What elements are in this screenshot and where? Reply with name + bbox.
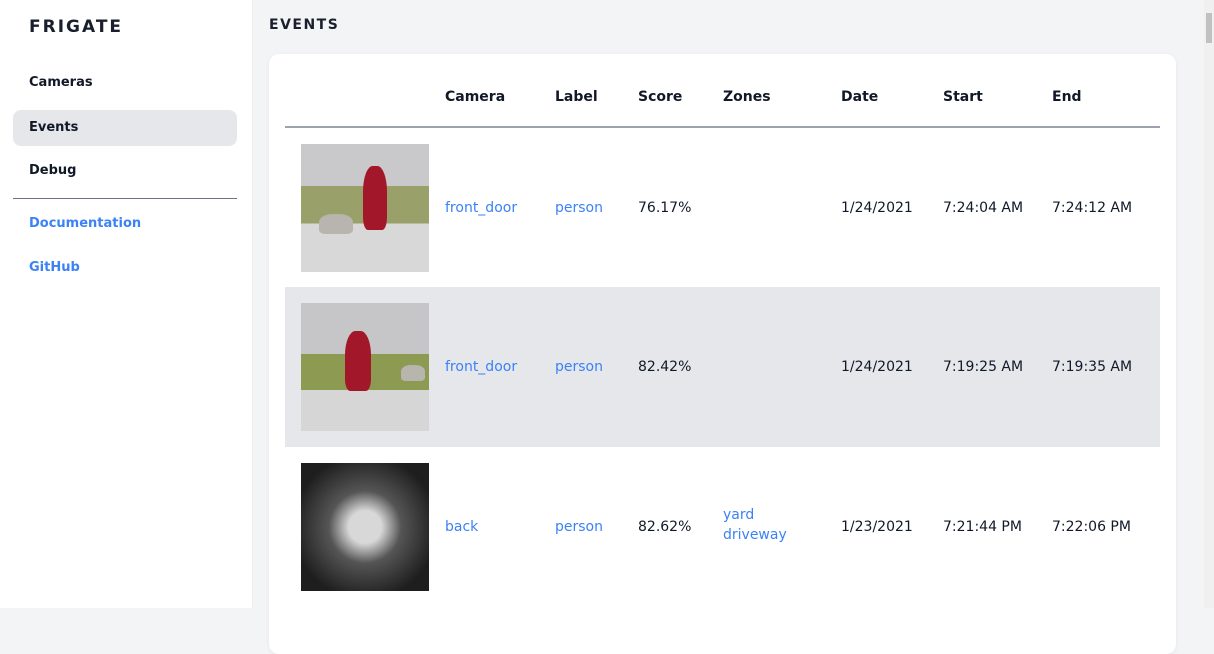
date: 1/23/2021	[841, 519, 913, 535]
end-time: 7:19:35 AM	[1052, 287, 1160, 447]
camera-link[interactable]: back	[445, 519, 479, 535]
end-time: 7:22:06 PM	[1052, 519, 1131, 535]
end-time: 7:24:12 AM	[1052, 199, 1133, 216]
table-row[interactable]: back person 82.62% yard driveway 1/23/202…	[285, 447, 1160, 607]
page-title: EVENTS	[269, 17, 340, 33]
score: 76.17%	[638, 199, 692, 216]
start-time: 7:24:04 AM	[943, 199, 1024, 216]
event-thumbnail[interactable]	[301, 303, 429, 431]
header-zones: Zones	[723, 54, 841, 128]
camera-link[interactable]: front_door	[445, 199, 518, 216]
header-thumbnail	[285, 54, 445, 128]
events-card: Camera Label Score Zones Date Start End …	[269, 54, 1176, 654]
header-date: Date	[841, 54, 943, 128]
brand-logo: FRIGATE	[29, 17, 124, 37]
sidebar-divider	[13, 198, 237, 199]
events-table: Camera Label Score Zones Date Start End …	[285, 54, 1160, 607]
start-time: 7:21:44 PM	[943, 519, 1022, 535]
header-start: Start	[943, 54, 1052, 128]
scrollbar[interactable]	[1204, 0, 1214, 608]
table-header: Camera Label Score Zones Date Start End	[285, 54, 1160, 128]
camera-link[interactable]: front_door	[445, 359, 518, 375]
header-label: Label	[555, 54, 638, 128]
zone-link-yard[interactable]: yard	[723, 507, 755, 523]
date: 1/24/2021	[841, 287, 943, 447]
zones	[723, 287, 841, 447]
label-link[interactable]: person	[555, 199, 603, 216]
header-score: Score	[638, 54, 723, 128]
header-end: End	[1052, 54, 1160, 128]
github-link[interactable]: GitHub	[29, 260, 80, 275]
date: 1/24/2021	[841, 199, 913, 216]
zones: yard driveway	[723, 447, 841, 607]
label-link[interactable]: person	[555, 519, 603, 535]
event-thumbnail[interactable]	[301, 463, 429, 591]
table-row[interactable]: front_door person 76.17% 1/24/2021 7:24:…	[285, 127, 1160, 287]
scrollbar-thumb[interactable]	[1206, 13, 1212, 43]
label-link[interactable]: person	[555, 359, 603, 375]
sidebar-item-cameras[interactable]: Cameras	[29, 75, 93, 90]
zone-link-driveway[interactable]: driveway	[723, 527, 787, 543]
score: 82.42%	[638, 287, 723, 447]
table-row[interactable]: front_door person 82.42% 1/24/2021 7:19:…	[285, 287, 1160, 447]
event-thumbnail[interactable]	[301, 143, 429, 272]
header-camera: Camera	[445, 54, 555, 128]
start-time: 7:19:25 AM	[943, 287, 1052, 447]
score: 82.62%	[638, 519, 692, 535]
sidebar-item-debug[interactable]: Debug	[29, 163, 77, 178]
documentation-link[interactable]: Documentation	[29, 216, 142, 231]
sidebar: FRIGATE Cameras Events Debug Documentati…	[0, 0, 253, 608]
zones	[723, 127, 841, 287]
sidebar-item-events[interactable]: Events	[13, 110, 237, 146]
